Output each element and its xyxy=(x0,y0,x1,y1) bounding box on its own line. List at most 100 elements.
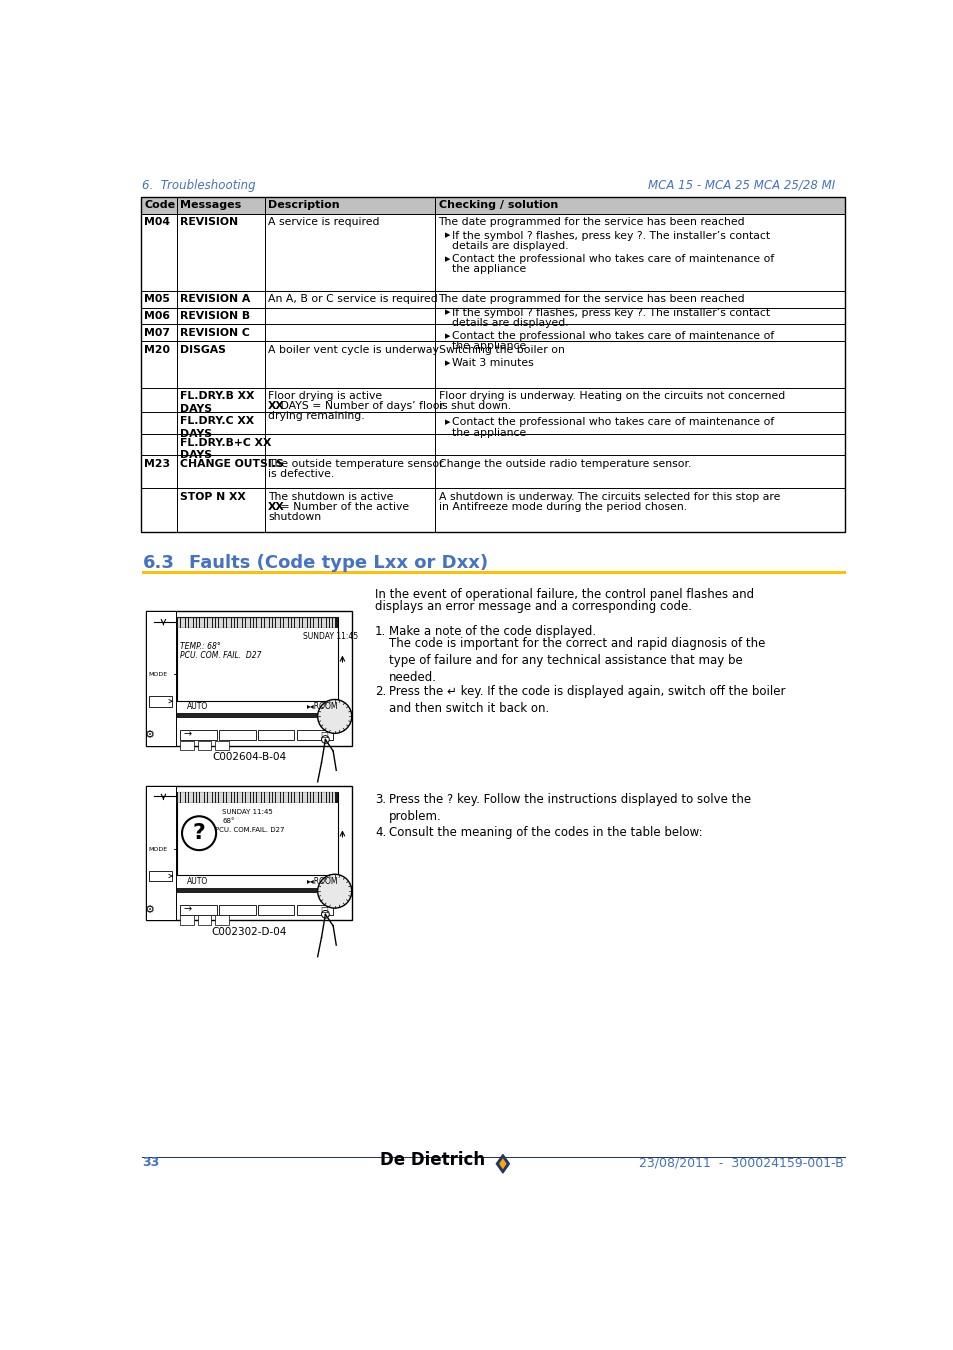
Text: ▸: ▸ xyxy=(444,331,450,340)
Bar xyxy=(180,915,194,925)
Circle shape xyxy=(321,910,329,918)
Text: is defective.: is defective. xyxy=(268,470,334,479)
Text: displays an error message and a corresponding code.: displays an error message and a correspo… xyxy=(375,601,691,613)
Text: An A, B or C service is required: An A, B or C service is required xyxy=(268,294,437,305)
Polygon shape xyxy=(498,1158,506,1169)
Text: MODE: MODE xyxy=(148,846,167,852)
Text: ▸◂ROOM: ▸◂ROOM xyxy=(307,702,338,711)
Text: →: → xyxy=(183,904,192,914)
Text: DAYS = Number of days’ floor: DAYS = Number of days’ floor xyxy=(277,401,444,412)
Text: MCA 15 - MCA 25 MCA 25/28 MI: MCA 15 - MCA 25 MCA 25/28 MI xyxy=(647,180,835,192)
Text: REVISION: REVISION xyxy=(180,217,238,227)
Text: ▸◂ROOM: ▸◂ROOM xyxy=(307,878,338,886)
Bar xyxy=(180,730,216,740)
Text: 68°: 68° xyxy=(222,818,234,824)
Text: M20: M20 xyxy=(144,346,170,355)
Text: The date programmed for the service has been reached: The date programmed for the service has … xyxy=(438,294,744,305)
Text: SUNDAY 11:45: SUNDAY 11:45 xyxy=(222,809,273,815)
Text: REVISION B: REVISION B xyxy=(180,312,251,321)
Text: XX: XX xyxy=(268,502,285,512)
Text: Press the ? key. Follow the instructions displayed to solve the
problem.: Press the ? key. Follow the instructions… xyxy=(389,794,750,824)
Text: ▸: ▸ xyxy=(444,231,450,240)
Text: 23/08/2011  -  300024159-001-B: 23/08/2011 - 300024159-001-B xyxy=(639,1156,843,1169)
Text: ▸: ▸ xyxy=(444,308,450,317)
Circle shape xyxy=(321,736,329,744)
Text: 1.: 1. xyxy=(375,625,386,637)
Text: STOP N XX: STOP N XX xyxy=(180,491,246,502)
Bar xyxy=(219,730,255,740)
Bar xyxy=(142,571,845,574)
Text: = Number of the active: = Number of the active xyxy=(277,502,409,512)
Bar xyxy=(177,888,337,894)
Bar xyxy=(146,612,175,745)
Text: 6.  Troubleshooting: 6. Troubleshooting xyxy=(142,180,255,192)
Polygon shape xyxy=(496,1154,509,1173)
Bar xyxy=(177,197,265,213)
Text: If the symbol ? flashes, press key ?. The installer’s contact: If the symbol ? flashes, press key ?. Th… xyxy=(452,231,769,240)
Bar xyxy=(149,871,172,882)
Bar xyxy=(177,617,337,628)
Circle shape xyxy=(317,875,352,909)
Text: A service is required: A service is required xyxy=(268,217,379,227)
Text: CHANGE OUTSI.S: CHANGE OUTSI.S xyxy=(180,459,284,470)
Bar xyxy=(214,741,229,749)
Text: Press the ↵ key. If the code is displayed again, switch off the boiler
and then : Press the ↵ key. If the code is displaye… xyxy=(389,684,784,716)
Text: FL.DRY.C XX
DAYS: FL.DRY.C XX DAYS xyxy=(180,416,254,439)
Bar xyxy=(177,713,337,718)
Text: Checking / solution: Checking / solution xyxy=(438,200,558,211)
Text: ▸: ▸ xyxy=(444,358,450,369)
Text: ⚙: ⚙ xyxy=(145,904,155,915)
Bar xyxy=(146,612,352,745)
Text: Floor drying is active: Floor drying is active xyxy=(268,392,382,401)
Bar xyxy=(257,904,294,915)
Bar xyxy=(214,915,229,925)
Text: 6.3: 6.3 xyxy=(142,554,174,572)
Text: →: → xyxy=(183,729,192,740)
Bar xyxy=(177,792,337,875)
Text: 2.: 2. xyxy=(375,684,386,698)
Text: AUTO: AUTO xyxy=(187,702,208,711)
Bar xyxy=(265,197,435,213)
Text: Consult the meaning of the codes in the table below:: Consult the meaning of the codes in the … xyxy=(389,826,701,838)
Text: M05: M05 xyxy=(144,294,170,305)
Text: the appliance: the appliance xyxy=(452,342,525,351)
Bar xyxy=(435,197,843,213)
Bar xyxy=(141,197,177,213)
Text: details are displayed.: details are displayed. xyxy=(452,242,568,251)
Text: Switching the boiler on: Switching the boiler on xyxy=(438,346,564,355)
Text: Description: Description xyxy=(268,200,339,211)
Bar xyxy=(219,904,255,915)
Text: 3.: 3. xyxy=(375,794,386,806)
Text: PCU. COM.FAIL. D27: PCU. COM.FAIL. D27 xyxy=(214,828,284,833)
Text: Floor drying is underway. Heating on the circuits not concerned: Floor drying is underway. Heating on the… xyxy=(438,392,784,401)
Text: A shutdown is underway. The circuits selected for this stop are: A shutdown is underway. The circuits sel… xyxy=(438,491,780,502)
Text: M07: M07 xyxy=(144,328,170,339)
Text: In the event of operational failure, the control panel flashes and: In the event of operational failure, the… xyxy=(375,587,753,601)
Text: Messages: Messages xyxy=(180,200,241,211)
Text: drying remaining.: drying remaining. xyxy=(268,412,364,421)
Text: ?: ? xyxy=(193,824,205,844)
Text: XX: XX xyxy=(268,401,285,412)
Bar xyxy=(149,695,172,706)
Bar xyxy=(142,1157,845,1158)
Bar xyxy=(146,786,175,921)
Text: C002604-B-04: C002604-B-04 xyxy=(212,752,286,761)
Text: Faults (Code type Lxx or Dxx): Faults (Code type Lxx or Dxx) xyxy=(189,554,488,572)
Text: REVISION A: REVISION A xyxy=(180,294,251,305)
Text: SUNDAY 11:45: SUNDAY 11:45 xyxy=(303,632,357,641)
Bar xyxy=(146,786,352,921)
Bar xyxy=(197,915,212,925)
Text: the appliance: the appliance xyxy=(452,265,525,274)
Text: shutdown: shutdown xyxy=(268,512,321,521)
Text: ⚙: ⚙ xyxy=(145,730,155,740)
Text: Contact the professional who takes care of maintenance of: Contact the professional who takes care … xyxy=(452,254,773,263)
Text: The code is important for the correct and rapid diagnosis of the
type of failure: The code is important for the correct an… xyxy=(389,637,764,684)
Bar xyxy=(177,617,337,701)
Text: A boiler vent cycle is underway: A boiler vent cycle is underway xyxy=(268,346,438,355)
Text: FL.DRY.B XX
DAYS: FL.DRY.B XX DAYS xyxy=(180,392,254,414)
Text: 33: 33 xyxy=(142,1156,159,1169)
Text: C002302-D-04: C002302-D-04 xyxy=(212,926,287,937)
Text: M04: M04 xyxy=(144,217,170,227)
Circle shape xyxy=(182,817,216,850)
Text: Contact the professional who takes care of maintenance of: Contact the professional who takes care … xyxy=(452,417,773,427)
